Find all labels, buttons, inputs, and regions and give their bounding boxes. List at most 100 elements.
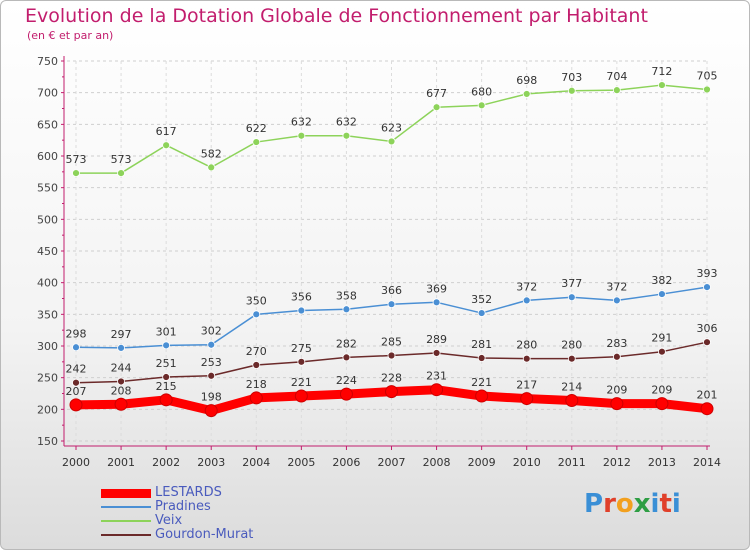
legend-item-pradines: Pradines [101,500,253,514]
data-label: 224 [336,374,357,387]
data-label: 217 [516,379,537,392]
x-tick-label: 2013 [648,456,676,469]
data-label: 632 [336,116,357,129]
data-point [162,341,171,350]
data-point [387,137,396,146]
data-point [72,378,80,387]
y-tick-label: 300 [37,340,58,353]
logo-letter: t [659,489,672,519]
data-label: 270 [246,345,267,358]
legend-swatch-lestards [101,488,151,498]
data-point [475,389,489,403]
legend-label-gourdon-murat: Gourdon-Murat [155,527,254,542]
data-label: 209 [606,384,627,397]
data-point [342,131,351,140]
y-tick-label: 250 [37,372,58,385]
data-label: 275 [291,342,312,355]
x-tick-label: 2014 [693,456,721,469]
data-point [522,354,531,363]
x-tick-label: 2005 [287,456,315,469]
data-label: 281 [471,338,492,351]
data-label: 704 [606,70,627,83]
legend-label-pradines: Pradines [155,499,211,514]
data-label: 573 [66,153,87,166]
data-point [432,349,441,357]
x-tick-label: 2012 [603,456,631,469]
data-label: 705 [697,70,718,83]
data-label: 617 [156,125,177,138]
data-label: 350 [246,294,267,307]
data-label: 573 [111,153,132,166]
data-point [477,309,486,317]
data-label: 298 [66,327,87,340]
y-tick-label: 600 [37,150,58,163]
data-point [252,138,261,146]
data-point [430,383,444,397]
x-tick-label: 2003 [197,456,225,469]
y-tick-label: 350 [37,308,58,321]
data-point [703,85,711,94]
data-label: 366 [381,284,402,297]
data-point [207,163,216,172]
data-label: 356 [291,291,312,304]
x-tick-label: 2004 [242,456,270,469]
data-label: 698 [516,74,537,87]
data-label: 242 [66,363,87,376]
y-tick-label: 650 [37,118,58,131]
data-point [655,397,669,411]
data-label: 382 [651,274,672,287]
data-point [387,351,396,360]
data-label: 372 [606,280,627,293]
legend-item-gourdon-murat: Gourdon-Murat [101,528,253,542]
data-point [612,86,621,95]
data-point [385,385,398,399]
legend-label-veix: Veix [155,513,183,528]
y-tick-label: 200 [37,403,58,416]
y-tick-label: 700 [37,87,58,100]
logo-letter: i [650,489,660,519]
data-point [297,131,306,140]
data-point [117,343,125,352]
data-point [658,347,666,356]
data-label: 372 [516,280,537,293]
data-label: 623 [381,121,402,134]
data-point [700,402,714,416]
data-point [69,398,83,412]
data-label: 306 [697,322,718,335]
data-label: 369 [426,282,447,295]
data-point [159,393,173,407]
y-tick-label: 500 [37,213,58,226]
data-label: 214 [561,380,582,393]
data-label: 703 [561,71,582,84]
data-point [387,300,396,309]
data-point [162,373,171,381]
data-point [477,101,486,110]
data-point [339,387,353,401]
data-label: 209 [651,384,672,397]
data-label: 712 [651,65,672,78]
logo-letter: r [603,489,616,519]
legend-swatch-veix [101,520,151,522]
proxiti-logo: Proxiti [584,489,681,519]
data-label: 207 [66,385,87,398]
y-tick-label: 450 [37,245,58,258]
data-label: 198 [201,391,222,404]
data-label: 244 [111,361,132,374]
data-label: 302 [201,325,222,338]
data-point [520,392,534,406]
data-point [297,306,306,315]
data-point [114,397,128,411]
x-tick-label: 2009 [468,456,496,469]
data-label: 301 [156,325,177,338]
x-tick-label: 2008 [423,456,451,469]
data-point [162,141,171,150]
data-point [204,404,218,418]
x-tick-label: 2001 [107,456,135,469]
data-label: 285 [381,336,402,349]
chart-title: Evolution de la Dotation Globale de Fonc… [25,5,648,27]
data-point [612,352,621,361]
data-label: 677 [426,87,447,100]
data-point [703,338,711,347]
